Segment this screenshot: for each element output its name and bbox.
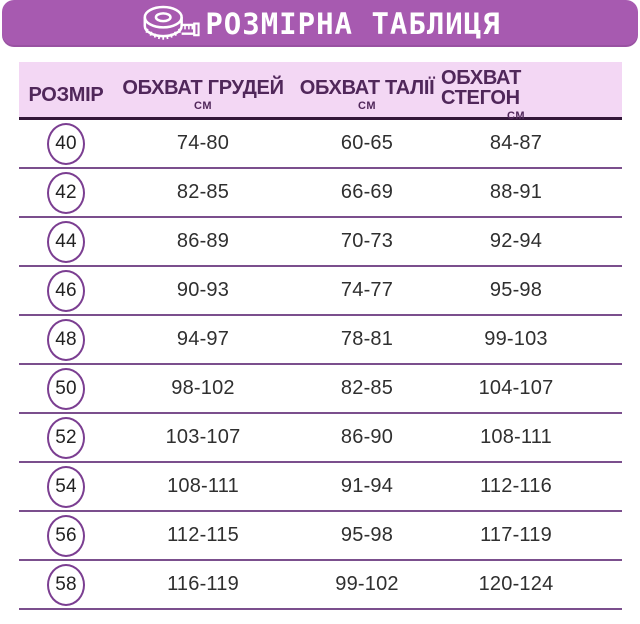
waist-value: 70-73 [340, 230, 394, 252]
size-cell: 48 [19, 318, 113, 361]
hips-value: 92-94 [489, 230, 543, 252]
table-header-row: РОЗМІР ОБХВАТ ГРУДЕЙ СМ ОБХВАТ ТАЛІЇ СМ … [19, 62, 622, 122]
column-unit: СМ [194, 100, 212, 112]
chest-value: 116-119 [167, 573, 239, 595]
size-cell: 42 [19, 171, 113, 214]
measuring-tape-icon [139, 2, 201, 46]
table-row: 54 108-111 91-94 112-116 [19, 463, 622, 512]
size-badge: 40 [47, 122, 85, 165]
size-badge: 58 [47, 563, 85, 606]
hips-value: 104-107 [478, 377, 554, 399]
waist-value: 82-85 [340, 377, 394, 399]
title-banner: РОЗМІРНА ТАБЛИЦЯ [2, 0, 638, 47]
waist-value: 78-81 [340, 328, 394, 350]
chest-value: 108-111 [167, 475, 239, 497]
chest-value: 74-80 [176, 132, 230, 154]
size-badge: 42 [47, 171, 85, 214]
hips-value: 112-116 [480, 475, 552, 497]
table-row: 42 82-85 66-69 88-91 [19, 169, 622, 218]
hips-value: 108-111 [480, 426, 552, 448]
size-badge: 50 [47, 367, 85, 410]
table-row: 52 103-107 86-90 108-111 [19, 414, 622, 463]
hips-value: 88-91 [489, 181, 543, 203]
waist-value: 91-94 [340, 475, 394, 497]
column-label: ОБХВАТ ГРУДЕЙ [122, 77, 284, 99]
waist-value: 66-69 [340, 181, 394, 203]
size-cell: 50 [19, 367, 113, 410]
chest-value: 112-115 [167, 524, 239, 546]
size-cell: 44 [19, 220, 113, 263]
column-unit: СМ [358, 100, 376, 112]
waist-value: 74-77 [340, 279, 394, 301]
table-row: 46 90-93 74-77 95-98 [19, 267, 622, 316]
size-badge: 52 [47, 416, 85, 459]
size-cell: 52 [19, 416, 113, 459]
hips-value: 99-103 [484, 328, 548, 350]
page-title: РОЗМІРНА ТАБЛИЦЯ [205, 6, 501, 41]
column-header-hips: ОБХВАТ СТЕГОН СМ [441, 62, 591, 122]
chest-value: 103-107 [165, 426, 241, 448]
table-row: 58 116-119 99-102 120-124 [19, 561, 622, 610]
column-label: РОЗМІР [28, 84, 104, 106]
table-row: 50 98-102 82-85 104-107 [19, 365, 622, 414]
waist-value: 86-90 [340, 426, 394, 448]
size-cell: 54 [19, 465, 113, 508]
hips-value: 84-87 [489, 132, 543, 154]
chest-value: 94-97 [176, 328, 230, 350]
size-badge: 48 [47, 318, 85, 361]
column-unit: СМ [507, 110, 525, 122]
chest-value: 98-102 [171, 377, 235, 399]
chest-value: 82-85 [176, 181, 230, 203]
waist-value: 95-98 [340, 524, 394, 546]
table-row: 56 112-115 95-98 117-119 [19, 512, 622, 561]
column-label: ОБХВАТ СТЕГОН [441, 67, 522, 109]
size-cell: 58 [19, 563, 113, 606]
size-cell: 56 [19, 514, 113, 557]
hips-value: 120-124 [478, 573, 554, 595]
table-row: 40 74-80 60-65 84-87 [19, 120, 622, 169]
column-header-size: РОЗМІР [19, 62, 113, 122]
chest-value: 90-93 [176, 279, 230, 301]
size-badge: 44 [47, 220, 85, 263]
hips-value: 117-119 [480, 524, 552, 546]
table-row: 48 94-97 78-81 99-103 [19, 316, 622, 365]
column-header-waist: ОБХВАТ ТАЛІЇ СМ [293, 62, 441, 122]
size-cell: 40 [19, 122, 113, 165]
column-label: ОБХВАТ ТАЛІЇ [299, 77, 435, 99]
size-badge: 56 [47, 514, 85, 557]
size-badge: 54 [47, 465, 85, 508]
waist-value: 60-65 [340, 132, 394, 154]
chest-value: 86-89 [176, 230, 230, 252]
hips-value: 95-98 [489, 279, 543, 301]
size-cell: 46 [19, 269, 113, 312]
waist-value: 99-102 [335, 573, 399, 595]
size-table: РОЗМІР ОБХВАТ ГРУДЕЙ СМ ОБХВАТ ТАЛІЇ СМ … [19, 62, 622, 610]
size-badge: 46 [47, 269, 85, 312]
table-row: 44 86-89 70-73 92-94 [19, 218, 622, 267]
column-header-chest: ОБХВАТ ГРУДЕЙ СМ [113, 62, 293, 122]
